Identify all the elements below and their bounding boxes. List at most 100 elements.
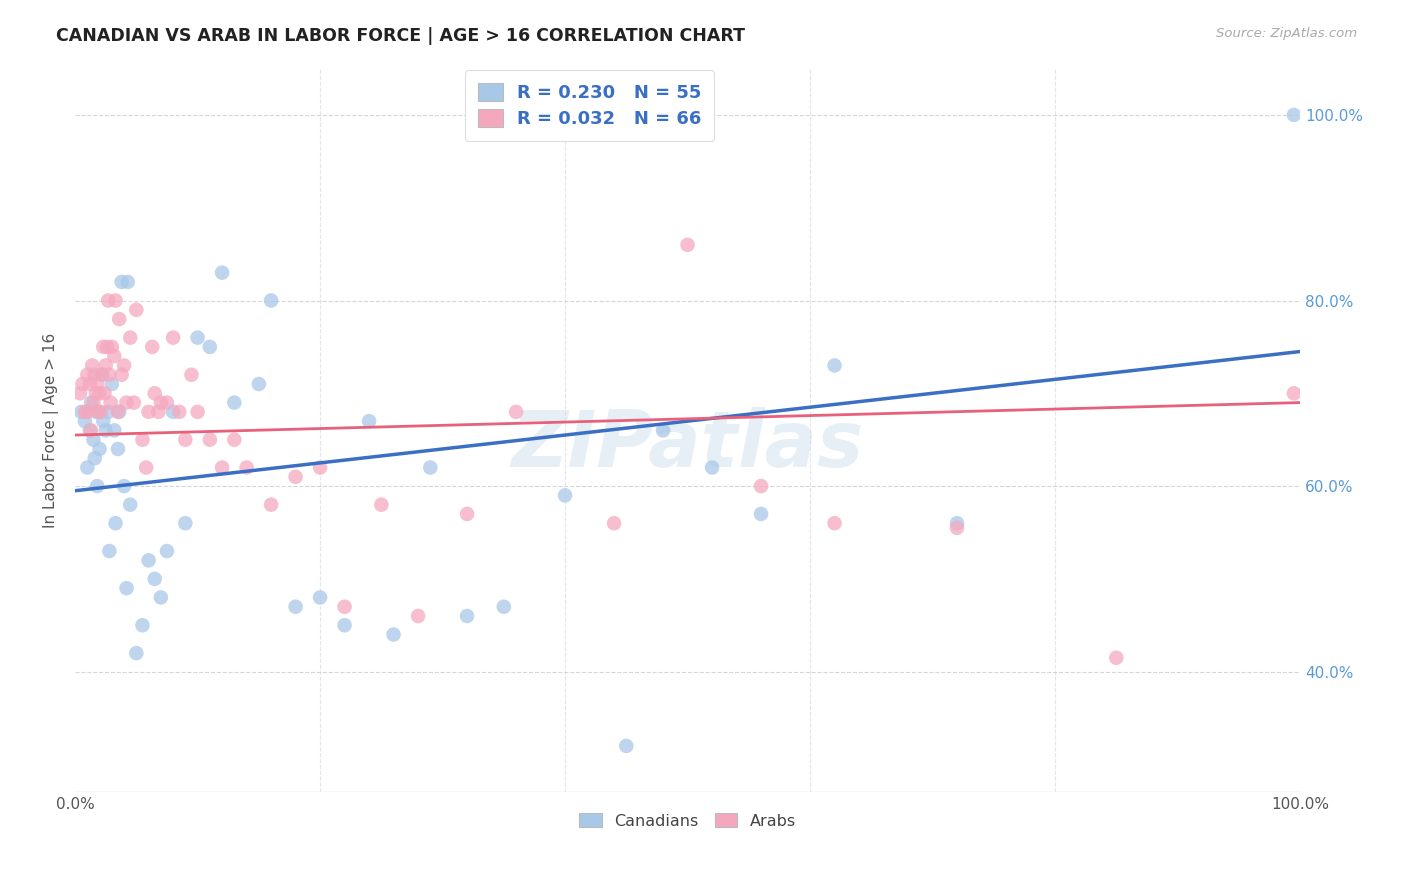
Point: [224, 433, 246, 447]
Point: [122, 395, 145, 409]
Point: [198, 433, 221, 447]
Point: [91, 414, 114, 428]
Text: ZIPatlas: ZIPatlas: [512, 407, 863, 483]
Point: [333, 618, 356, 632]
Point: [111, 275, 134, 289]
Point: [98, 368, 121, 382]
Point: [79, 377, 101, 392]
Point: [1282, 108, 1305, 122]
Point: [167, 405, 190, 419]
Point: [174, 433, 197, 447]
Point: [91, 368, 114, 382]
Point: [120, 330, 142, 344]
Point: [946, 516, 969, 531]
Point: [73, 405, 96, 419]
Point: [82, 395, 104, 409]
Point: [143, 386, 166, 401]
Point: [211, 460, 233, 475]
Point: [89, 442, 111, 456]
Point: [235, 460, 257, 475]
Point: [456, 609, 478, 624]
Point: [138, 405, 160, 419]
Point: [103, 349, 125, 363]
Point: [112, 479, 135, 493]
Point: [70, 405, 93, 419]
Point: [80, 395, 103, 409]
Point: [131, 618, 153, 632]
Point: [107, 442, 129, 456]
Point: [603, 516, 626, 531]
Point: [260, 293, 283, 308]
Point: [97, 405, 120, 419]
Point: [419, 460, 441, 475]
Point: [80, 424, 103, 438]
Point: [614, 739, 637, 753]
Point: [90, 405, 112, 419]
Point: [108, 312, 131, 326]
Point: [149, 395, 172, 409]
Point: [198, 340, 221, 354]
Point: [91, 368, 114, 382]
Point: [149, 591, 172, 605]
Point: [111, 368, 134, 382]
Point: [87, 405, 110, 419]
Point: [162, 330, 184, 344]
Point: [357, 414, 380, 428]
Point: [96, 340, 118, 354]
Point: [103, 424, 125, 438]
Point: [82, 433, 104, 447]
Point: [260, 498, 283, 512]
Point: [284, 470, 307, 484]
Point: [148, 405, 170, 419]
Point: [84, 386, 107, 401]
Point: [93, 386, 115, 401]
Point: [101, 340, 124, 354]
Point: [749, 479, 772, 493]
Point: [505, 405, 527, 419]
Point: [141, 340, 163, 354]
Point: [554, 488, 576, 502]
Point: [97, 293, 120, 308]
Point: [91, 340, 114, 354]
Point: [83, 451, 105, 466]
Text: CANADIAN VS ARAB IN LABOR FORCE | AGE > 16 CORRELATION CHART: CANADIAN VS ARAB IN LABOR FORCE | AGE > …: [56, 27, 745, 45]
Point: [676, 237, 699, 252]
Point: [72, 377, 94, 392]
Point: [156, 395, 179, 409]
Point: [174, 516, 197, 531]
Point: [115, 395, 138, 409]
Point: [824, 516, 846, 531]
Point: [125, 302, 148, 317]
Point: [107, 405, 129, 419]
Legend: Canadians, Arabs: Canadians, Arabs: [572, 806, 803, 835]
Point: [333, 599, 356, 614]
Point: [211, 266, 233, 280]
Point: [138, 553, 160, 567]
Point: [370, 498, 392, 512]
Point: [117, 275, 139, 289]
Point: [824, 359, 846, 373]
Point: [76, 405, 98, 419]
Point: [143, 572, 166, 586]
Point: [84, 405, 107, 419]
Point: [652, 424, 675, 438]
Point: [89, 386, 111, 401]
Point: [94, 424, 117, 438]
Point: [946, 521, 969, 535]
Point: [125, 646, 148, 660]
Point: [406, 609, 429, 624]
Point: [131, 433, 153, 447]
Point: [309, 460, 332, 475]
Point: [83, 368, 105, 382]
Point: [76, 460, 98, 475]
Point: [86, 377, 108, 392]
Point: [1105, 650, 1128, 665]
Y-axis label: In Labor Force | Age > 16: In Labor Force | Age > 16: [44, 333, 59, 528]
Point: [1282, 386, 1305, 401]
Point: [101, 377, 124, 392]
Point: [382, 627, 405, 641]
Point: [104, 293, 127, 308]
Point: [284, 599, 307, 614]
Point: [224, 395, 246, 409]
Point: [187, 330, 209, 344]
